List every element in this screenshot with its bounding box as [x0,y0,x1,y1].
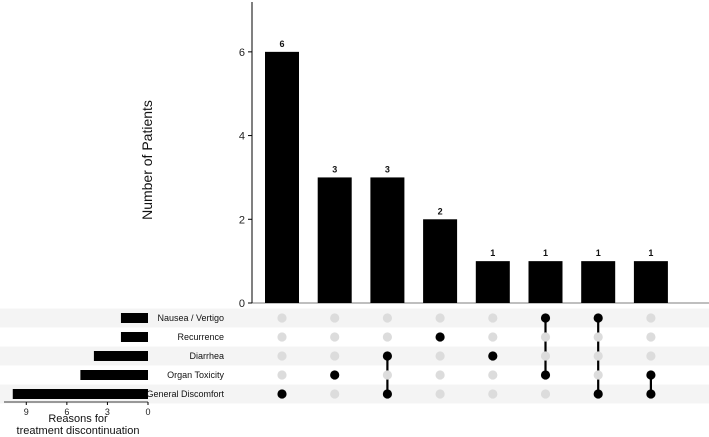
matrix-dot-active [435,332,445,342]
matrix-row-stripe [0,346,709,366]
matrix-dot-active [540,370,551,380]
set-size-bar [80,370,148,380]
matrix-row-stripe [0,308,709,328]
y-tick-label: 4 [239,131,245,143]
intersection-bar [317,177,352,303]
set-size-bars [12,313,149,399]
matrix-dot-active [593,389,603,399]
intersection-bar-label: 6 [279,39,284,49]
set-size-tick-label: 6 [64,407,69,417]
intersection-bar-label: 1 [648,248,653,258]
set-labels: Nausea / Vertigo Recurrence Diarrhea Organ … [146,313,224,399]
matrix-dot-inactive [488,313,498,323]
set-size-tick-label: 3 [105,407,110,417]
intersection-bar-label: 1 [543,248,548,258]
matrix-dot-active [488,351,498,361]
set-size-bar [120,313,148,323]
intersection-bars [265,51,668,303]
matrix-dot-inactive [330,332,340,342]
matrix-dot-inactive [540,332,551,342]
set-size-tick-label: 0 [145,407,150,417]
matrix-dot-inactive [593,370,603,380]
matrix-dot-inactive [330,351,340,361]
y-axis-title: Number of Patients [139,100,155,220]
matrix-dot-inactive [435,370,445,380]
matrix-dot-inactive [277,332,287,342]
matrix-dot-inactive [277,370,287,380]
matrix-dot-inactive [646,313,656,323]
set-label: Nausea / Vertigo [157,313,224,323]
set-size-bar [12,389,149,399]
set-label: Organ Toxicity [167,370,224,380]
set-label: Diarrhea [189,351,224,361]
matrix-dot-inactive [382,332,392,342]
intersection-bar [581,261,616,303]
matrix-dots [277,313,656,399]
matrix-dot-inactive [593,351,603,361]
matrix-dot-inactive [488,332,498,342]
matrix-dot-inactive [540,351,551,361]
intersection-bar-label: 3 [332,164,337,174]
intersection-bar [370,177,405,303]
matrix-dot-inactive [646,332,656,342]
matrix-dot-inactive [488,389,498,399]
intersection-bar [528,261,563,303]
y-axis: 0 2 4 6 [239,2,709,310]
matrix-dot-inactive [277,351,287,361]
matrix-dot-inactive [330,389,340,399]
matrix-dot-inactive [435,389,445,399]
matrix-dot-active [593,313,603,323]
matrix-dot-active [646,389,656,399]
matrix-row-stripes [0,308,709,404]
set-size-bar [93,351,148,361]
set-size-tick-label: 9 [24,407,29,417]
set-size-axis: 9 6 3 0 [4,401,151,417]
matrix-dot-inactive [277,313,287,323]
matrix-dot-inactive [382,370,392,380]
y-tick-label: 6 [239,47,245,59]
matrix-dot-active [540,313,551,323]
set-size-bar [120,332,148,342]
y-tick-label: 0 [239,298,245,310]
matrix-dot-inactive [593,332,603,342]
intersection-bar-labels: 6 3 3 2 1 1 1 1 [279,39,653,258]
matrix-dot-inactive [435,313,445,323]
matrix-dot-inactive [382,313,392,323]
intersection-bar [475,261,510,303]
matrix-dot-active [646,370,656,380]
matrix-dot-active [330,370,340,380]
matrix-dot-inactive [330,313,340,323]
intersection-bar-label: 2 [438,206,443,216]
intersection-bar-label: 3 [385,164,390,174]
intersection-bar [633,261,668,303]
matrix-dot-inactive [435,351,445,361]
intersection-bar-label: 1 [596,248,601,258]
matrix-dot-inactive [540,389,551,399]
matrix-dot-inactive [646,351,656,361]
matrix-dot-inactive [488,370,498,380]
set-label: Recurrence [177,332,224,342]
matrix-dot-active [382,351,392,361]
matrix-row-stripe [0,384,709,404]
set-label: General Discomfort [146,389,224,399]
intersection-bar [423,219,458,303]
intersection-bar-label: 1 [490,248,495,258]
intersection-bar [265,51,299,303]
matrix-dot-active [277,389,287,399]
set-size-axis-title: Reasons for treatment discontinuation [17,413,140,437]
matrix-dot-active [382,389,392,399]
y-tick-label: 2 [239,214,245,226]
